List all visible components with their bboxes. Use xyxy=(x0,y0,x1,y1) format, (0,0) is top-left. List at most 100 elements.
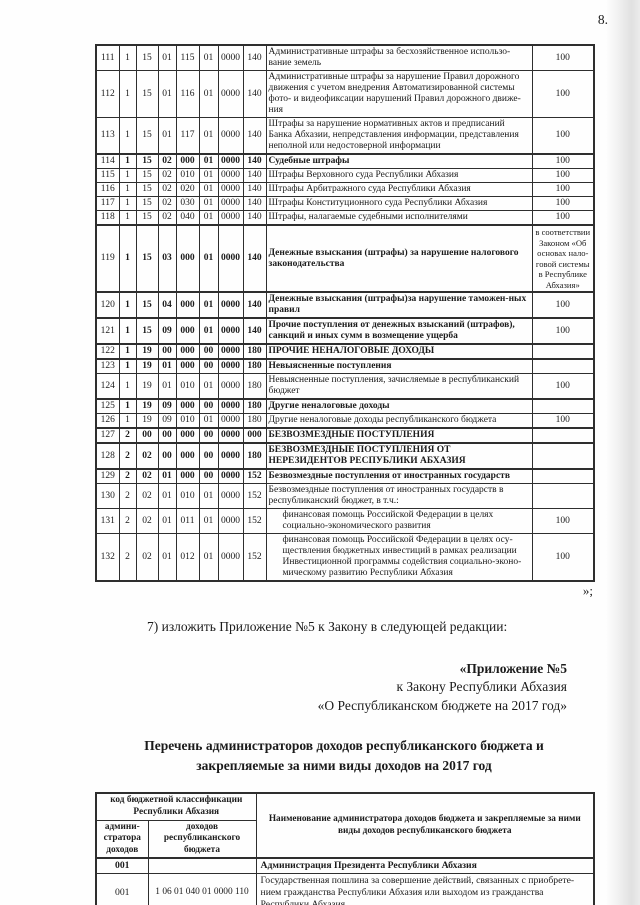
code-cell: 0000 xyxy=(217,427,244,444)
share-percent-cell: 100 xyxy=(531,196,595,212)
share-percent-cell xyxy=(531,343,595,360)
code-cell: 0000 xyxy=(217,413,244,429)
code-cell: 01 xyxy=(198,168,219,184)
share-percent-cell: 100 xyxy=(531,168,595,184)
code-cell: 1 xyxy=(118,317,137,345)
code-cell: 1 xyxy=(118,210,137,226)
code-cell: 02 xyxy=(157,168,177,184)
share-percent-cell: 100 xyxy=(531,291,595,319)
table-row: 130 2 02 01 010 01 0000 152 Безвозмездны… xyxy=(95,483,595,510)
table-row: 001 Администрация Президента Республики … xyxy=(95,857,595,875)
budget-codes-table: 111 1 15 01 115 01 0000 140 Администрати… xyxy=(95,44,595,583)
code-cell: 152 xyxy=(242,508,267,535)
code-cell: 01 xyxy=(157,373,177,400)
header-budget-income-code: доходов республиканского бюджета xyxy=(147,819,257,859)
share-percent-cell xyxy=(531,427,595,444)
row-number-cell: 112 xyxy=(95,70,120,119)
code-cell: 01 xyxy=(198,373,219,400)
row-number-cell: 127 xyxy=(95,427,120,444)
annex-heading: «Приложение №5 к Закону Республики Абхаз… xyxy=(95,660,567,716)
code-cell: 116 xyxy=(175,70,200,119)
code-cell: 0000 xyxy=(217,117,244,155)
code-cell: 000 xyxy=(175,153,200,170)
row-number-cell: 117 xyxy=(95,196,120,212)
code-cell: 180 xyxy=(242,413,267,429)
code-cell: 01 xyxy=(198,508,219,535)
code-cell: 152 xyxy=(242,483,267,510)
code-cell: 02 xyxy=(135,533,159,582)
administrator-name-cell: Государственная пошлина за совершение де… xyxy=(255,873,595,905)
code-cell: 15 xyxy=(135,117,159,155)
income-name-cell: Штрафы Конституционного суда Республики … xyxy=(265,196,533,212)
code-cell: 01 xyxy=(198,196,219,212)
administrator-code-cell: 001 xyxy=(95,857,149,875)
code-cell: 180 xyxy=(242,343,267,360)
code-cell: 15 xyxy=(135,210,159,226)
share-percent-cell xyxy=(531,483,595,510)
code-cell: 140 xyxy=(242,210,267,226)
income-name-cell: БЕЗВОЗМЕЗДНЫЕ ПОСТУПЛЕНИЯ xyxy=(265,427,533,444)
code-cell: 01 xyxy=(157,117,177,155)
income-name-cell: Штрафы за нарушение нормативных актов и … xyxy=(265,117,533,155)
code-cell: 0000 xyxy=(217,373,244,400)
table-row: 118 1 15 02 040 01 0000 140 Штрафы, нала… xyxy=(95,210,595,226)
income-name-cell: Штрафы Верховного суда Республики Абхази… xyxy=(265,168,533,184)
code-cell: 01 xyxy=(157,358,177,375)
row-number-cell: 128 xyxy=(95,442,120,470)
row-number-cell: 111 xyxy=(95,44,120,72)
code-cell: 0000 xyxy=(217,483,244,510)
code-cell: 000 xyxy=(175,427,200,444)
table-row: 123 1 19 01 000 00 0000 180 Невыясненные… xyxy=(95,358,595,375)
code-cell: 01 xyxy=(198,44,219,72)
row-number-cell: 124 xyxy=(95,373,120,400)
table-row: 132 2 02 01 012 01 0000 152 финансовая п… xyxy=(95,533,595,582)
code-cell: 00 xyxy=(157,427,177,444)
income-name-cell: Прочие поступления от денежных взысканий… xyxy=(265,317,533,345)
code-cell: 01 xyxy=(198,224,219,293)
table-row: 126 1 19 09 010 01 0000 180 Другие ненал… xyxy=(95,413,595,429)
table-row: 122 1 19 00 000 00 0000 180 ПРОЧИЕ НЕНАЛ… xyxy=(95,343,595,360)
share-percent-cell: 100 xyxy=(531,153,595,170)
code-cell: 0000 xyxy=(217,317,244,345)
table-row: 124 1 19 01 010 01 0000 180 Невыясненные… xyxy=(95,373,595,400)
code-cell: 140 xyxy=(242,182,267,198)
income-name-cell: ПРОЧИЕ НЕНАЛОГОВЫЕ ДОХОДЫ xyxy=(265,343,533,360)
code-cell: 115 xyxy=(175,44,200,72)
code-cell: 01 xyxy=(157,533,177,582)
administrators-table: код бюджетной классификации Республики А… xyxy=(95,792,596,905)
table-row: 113 1 15 01 117 01 0000 140 Штрафы за на… xyxy=(95,117,595,155)
row-number-cell: 126 xyxy=(95,413,120,429)
code-cell: 01 xyxy=(157,508,177,535)
code-cell: 00 xyxy=(198,427,219,444)
appendix-title-line-2: закрепляемые за ними виды доходов на 201… xyxy=(196,758,492,774)
code-cell: 0000 xyxy=(217,343,244,360)
page-content: 111 1 15 01 115 01 0000 140 Администрати… xyxy=(95,44,596,905)
code-cell: 15 xyxy=(135,291,159,319)
amendment-item-7: 7) изложить Приложение №5 к Закону в сле… xyxy=(147,618,508,634)
code-cell: 020 xyxy=(175,182,200,198)
code-cell: 01 xyxy=(198,182,219,198)
code-cell: 00 xyxy=(198,343,219,360)
code-cell: 000 xyxy=(242,427,267,444)
code-cell: 000 xyxy=(175,398,200,415)
code-cell: 09 xyxy=(157,398,177,415)
code-cell: 180 xyxy=(242,373,267,400)
share-percent-cell: 100 xyxy=(531,70,595,119)
share-percent-cell: 100 xyxy=(531,508,595,535)
code-cell: 01 xyxy=(157,44,177,72)
code-cell: 01 xyxy=(198,317,219,345)
income-name-cell: Денежные взыскания (штрафы)за нарушение … xyxy=(265,291,533,319)
code-cell: 0000 xyxy=(217,168,244,184)
code-cell: 2 xyxy=(118,533,137,582)
income-code-cell: 1 06 01 040 01 0000 110 xyxy=(147,873,257,905)
code-cell: 19 xyxy=(135,413,159,429)
code-cell: 000 xyxy=(175,343,200,360)
code-cell: 02 xyxy=(135,508,159,535)
code-cell: 1 xyxy=(118,343,137,360)
row-number-cell: 131 xyxy=(95,508,120,535)
table-row: 120 1 15 04 000 01 0000 140 Денежные взы… xyxy=(95,291,595,319)
code-cell: 00 xyxy=(135,427,159,444)
code-cell: 0000 xyxy=(217,442,244,470)
code-cell: 2 xyxy=(118,427,137,444)
code-cell: 01 xyxy=(198,153,219,170)
